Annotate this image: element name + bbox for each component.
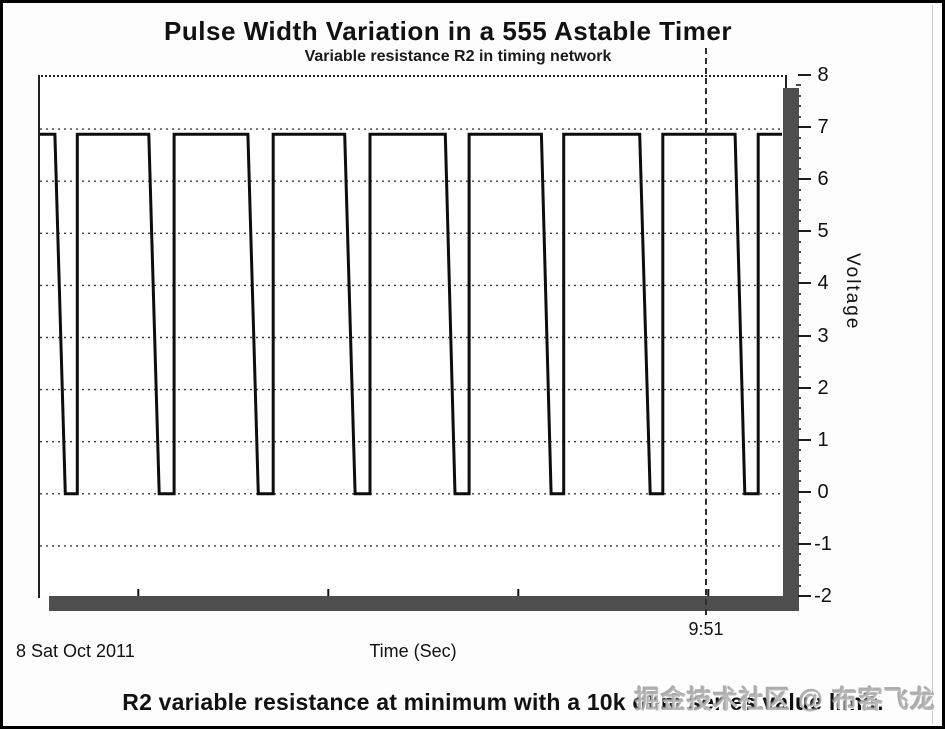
y-tick-label: 5 <box>817 220 829 242</box>
y-major-tick <box>798 74 811 76</box>
y-tick-label: 8 <box>817 64 829 86</box>
plot-area <box>38 75 787 598</box>
y-major-tick <box>798 543 811 545</box>
plot-shadow-right <box>783 88 799 611</box>
y-major-tick <box>798 282 811 284</box>
y-tick-label: 6 <box>817 168 829 190</box>
time-cursor-line <box>705 48 707 615</box>
y-major-tick <box>798 595 811 597</box>
plot-shadow-bottom <box>49 596 799 611</box>
y-major-tick <box>798 230 811 232</box>
y-major-tick <box>798 387 811 389</box>
y-tick-label: 1 <box>817 429 829 451</box>
y-major-tick <box>798 491 811 493</box>
watermark-text: 掘金技术社区 @ 布客飞龙 <box>634 686 936 714</box>
caption-text: R2 variable resistance at minimum with a… <box>122 689 884 715</box>
y-tick-label: 2 <box>817 377 829 399</box>
y-major-tick <box>798 335 811 337</box>
chart-subtitle: Variable resistance R2 in timing network <box>304 48 612 65</box>
y-tick-label: -1 <box>814 533 832 555</box>
waveform-trace <box>40 132 782 496</box>
x-tick-label-time: 9:51 <box>688 619 724 639</box>
waveform-plot <box>40 128 785 598</box>
y-major-tick <box>798 178 811 180</box>
scan-artifact-line <box>932 5 933 724</box>
y-tick-label: 7 <box>817 116 829 138</box>
chart-title: Pulse Width Variation in a 555 Astable T… <box>164 16 732 46</box>
y-tick-label: 0 <box>817 481 829 503</box>
y-minor-tick <box>796 84 801 86</box>
y-tick-label: 4 <box>817 272 829 294</box>
y-tick-label: -2 <box>814 585 832 607</box>
y-tick-label: 3 <box>817 325 829 347</box>
y-major-tick <box>798 439 811 441</box>
y-axis-title: Voltage <box>842 253 863 331</box>
y-major-tick <box>798 126 811 128</box>
x-axis-title: Time (Sec) <box>369 641 457 661</box>
date-label: 8 Sat Oct 2011 <box>16 641 135 661</box>
